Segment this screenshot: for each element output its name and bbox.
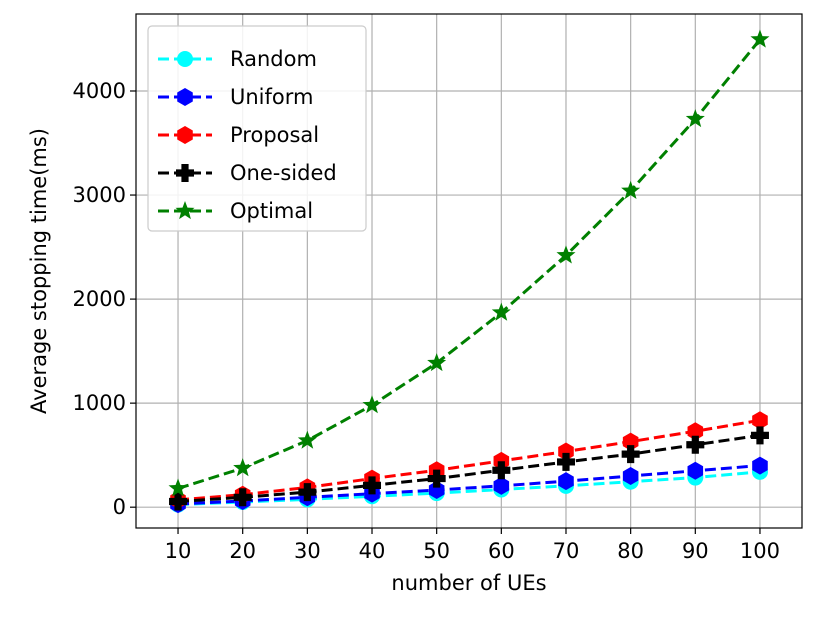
data-point-uniform (752, 456, 768, 475)
series-markers (168, 29, 770, 514)
legend-label-uniform: Uniform (230, 85, 313, 109)
x-tick-label: 60 (488, 539, 515, 563)
x-tick-label: 10 (165, 539, 192, 563)
legend-marker-random (177, 51, 193, 67)
y-tick-label: 3000 (73, 183, 126, 207)
data-point-uniform (428, 481, 445, 500)
x-tick-label: 30 (294, 539, 321, 563)
data-point-one-sided (298, 483, 317, 502)
x-tick-label: 40 (359, 539, 386, 563)
y-tick-label: 4000 (73, 79, 126, 103)
legend-label-proposal: Proposal (230, 123, 319, 147)
series-line-proposal (177, 418, 761, 502)
series-lines (177, 38, 762, 507)
data-point-one-sided (363, 476, 382, 495)
data-point-one-sided (686, 435, 705, 454)
data-point-optimal (556, 245, 576, 264)
data-point-proposal (558, 442, 574, 461)
legend-label-random: Random (230, 47, 317, 71)
x-tick-label: 50 (423, 539, 450, 563)
data-point-optimal (491, 302, 511, 321)
data-point-one-sided (233, 488, 252, 507)
legend-marker-proposal (177, 126, 193, 144)
data-point-optimal (168, 478, 188, 497)
data-point-one-sided (427, 469, 446, 488)
y-axis-label: Average stopping time(ms) (27, 128, 51, 414)
x-tick-label: 80 (617, 539, 644, 563)
x-tick-label: 100 (740, 539, 780, 563)
data-point-optimal (685, 109, 705, 128)
series-line-random (177, 470, 761, 507)
data-point-optimal (233, 458, 253, 477)
legend-marker-one-sided (176, 164, 194, 182)
data-point-uniform (687, 461, 704, 480)
legend-label-optimal: Optimal (230, 199, 313, 223)
data-point-uniform (558, 472, 574, 491)
data-point-one-sided (492, 461, 511, 480)
data-point-one-sided (750, 426, 769, 445)
legend-box (147, 25, 367, 232)
series-line-optimal (177, 38, 762, 490)
legend-label-one-sided: One-sided (230, 161, 337, 185)
x-tick-label: 20 (229, 539, 256, 563)
data-point-proposal (622, 432, 639, 451)
y-tick-label: 0 (113, 495, 126, 519)
data-point-optimal (297, 430, 317, 449)
series-line-one-sided (177, 433, 761, 503)
data-point-proposal (493, 451, 510, 470)
data-point-one-sided (169, 492, 188, 511)
data-point-optimal (427, 353, 447, 372)
data-point-one-sided (556, 452, 575, 471)
y-tick-label: 2000 (73, 287, 126, 311)
data-point-uniform (622, 466, 639, 485)
data-point-optimal (750, 29, 770, 48)
x-axis-label: number of UEs (391, 571, 546, 595)
data-point-proposal (687, 422, 704, 441)
plot-frame (135, 13, 803, 529)
series-line-uniform (177, 464, 761, 506)
legend-marker-optimal (175, 201, 195, 220)
data-point-optimal (621, 180, 641, 199)
x-tick-label: 70 (553, 539, 580, 563)
data-point-uniform (493, 476, 510, 495)
y-tick-label: 1000 (73, 391, 126, 415)
legend-marker-uniform (177, 88, 193, 106)
data-point-one-sided (621, 445, 640, 464)
data-point-proposal (752, 411, 768, 430)
x-tick-label: 90 (682, 539, 709, 563)
data-point-optimal (362, 395, 382, 414)
legend: Random Uniform Proposal One-sided Optimal (147, 25, 367, 232)
